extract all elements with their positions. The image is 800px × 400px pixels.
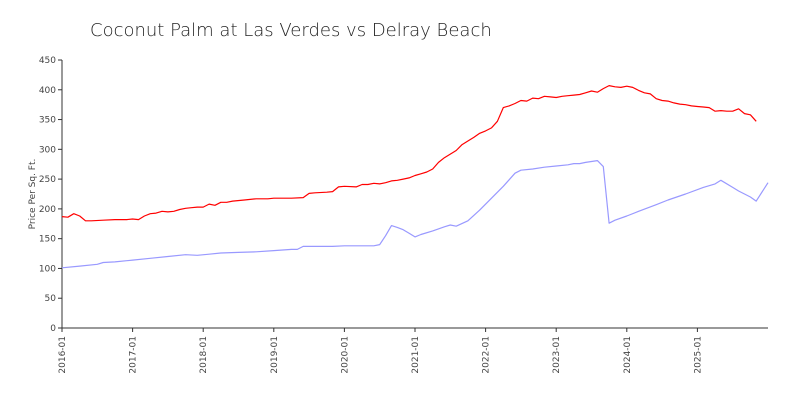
series-line-1 — [61, 85, 757, 222]
y-tick-label: 200 — [39, 205, 56, 215]
x-tick-label: 2019-01 — [270, 336, 280, 374]
y-tick-label: 450 — [39, 56, 56, 66]
y-tick-label: 300 — [39, 145, 56, 155]
x-tick-label: 2022-01 — [482, 336, 492, 374]
x-tick-label: 2017-01 — [129, 336, 139, 374]
x-tick-label: 2024-01 — [623, 336, 633, 374]
x-tick-label: 2020-01 — [340, 336, 350, 374]
y-axis: 0 50 100 150 200 250 300 350 400 450 — [39, 56, 63, 334]
y-tick-label: 350 — [39, 116, 56, 126]
y-tick-label: 0 — [50, 324, 56, 334]
y-tick-label: 50 — [45, 294, 57, 304]
series-line-2 — [61, 160, 769, 269]
x-tick-label: 2025-01 — [693, 336, 703, 374]
x-axis: 2016-01 2017-01 2018-01 2019-01 2020-01 2021-… — [58, 327, 768, 374]
y-tick-label: 250 — [39, 175, 56, 185]
y-tick-label: 100 — [39, 264, 56, 274]
y-axis-label: Price Per Sq. Ft. — [28, 159, 38, 230]
x-tick-label: 2023-01 — [552, 336, 562, 374]
x-tick-label: 2016-01 — [58, 336, 68, 374]
y-tick-label: 400 — [39, 86, 56, 96]
x-tick-label: 2018-01 — [199, 336, 209, 374]
x-tick-label: 2021-01 — [411, 336, 421, 374]
series-lines — [61, 85, 769, 269]
chart-title: Coconut Palm at Las Verdes vs Delray Bea… — [90, 20, 492, 41]
y-tick-label: 150 — [39, 235, 56, 245]
